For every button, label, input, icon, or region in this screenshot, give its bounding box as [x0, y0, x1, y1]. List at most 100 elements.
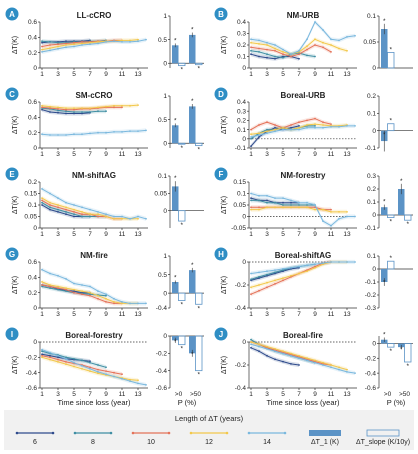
x-tick-label: 7	[297, 151, 301, 158]
x-tick-label: 5	[72, 311, 76, 318]
bar-dt1	[172, 186, 179, 211]
series-line-14	[41, 269, 146, 304]
data-point	[105, 110, 107, 113]
data-point	[274, 358, 276, 361]
data-point	[41, 104, 43, 107]
bar-slope	[404, 343, 412, 363]
data-point	[81, 44, 83, 46]
significance-mark: *	[191, 351, 194, 358]
x-tick-label: 11	[119, 71, 126, 78]
panel-i: I Boreal-forestry-0.6-0.4-0.201 3 5 7 9 11 13ΔT…	[5, 327, 204, 407]
significance-mark: *	[180, 222, 183, 229]
y-axis-label: ΔT(K)	[12, 116, 19, 134]
data-point	[282, 277, 284, 279]
y-tick-label: 0	[33, 339, 37, 346]
data-point	[250, 137, 252, 140]
bar-category-label: >0	[384, 391, 392, 398]
data-point	[49, 105, 51, 108]
data-point	[290, 354, 292, 357]
data-point	[57, 111, 59, 114]
x-tick-label: 3	[265, 391, 269, 398]
significance-mark: *	[197, 372, 200, 379]
data-point	[338, 125, 340, 128]
x-tick-label: 11	[328, 311, 335, 318]
data-point	[330, 123, 332, 125]
data-point	[41, 199, 43, 202]
data-point	[322, 41, 324, 44]
data-point	[282, 352, 284, 355]
data-point	[49, 351, 51, 354]
data-point	[113, 301, 115, 303]
data-point	[65, 213, 67, 216]
data-point	[129, 217, 131, 220]
data-point	[306, 124, 308, 126]
y-tick-label: 0	[242, 339, 246, 346]
data-point	[105, 213, 107, 216]
data-point	[290, 363, 292, 365]
data-point	[354, 261, 356, 263]
significance-mark: *	[191, 27, 194, 34]
data-point	[65, 110, 67, 113]
data-point	[322, 364, 324, 366]
legend: Length of ΔT (years) 6 8 10 12 14 ΔT_1 (K) ΔT_s…	[4, 410, 414, 450]
bar-y-tick-label: 0	[163, 208, 167, 215]
series-band-6	[251, 345, 299, 368]
panel-title: Boreal-shiftAG	[275, 251, 331, 260]
data-point	[314, 208, 316, 211]
data-point	[250, 192, 252, 195]
data-point	[314, 263, 316, 266]
bar-y-tick-label: 0.2	[367, 186, 376, 193]
data-point	[306, 119, 308, 122]
data-point	[41, 188, 43, 190]
data-point	[298, 201, 300, 204]
data-point	[306, 54, 308, 57]
significance-mark: *	[180, 346, 183, 353]
data-point	[89, 367, 91, 370]
x-tick-label: 9	[104, 71, 108, 78]
data-point	[250, 145, 252, 148]
data-point	[282, 128, 284, 131]
data-point	[330, 208, 332, 211]
x-tick-label: 5	[72, 71, 76, 78]
data-point	[250, 278, 252, 281]
data-point	[306, 357, 308, 359]
x-tick-label: 1	[249, 71, 253, 78]
data-point	[41, 268, 43, 271]
data-point	[73, 361, 75, 364]
data-point	[57, 106, 59, 109]
panel-d: D Boreal-URB-0.100.10.20.30.41 3 5 7 9 11 13ΔT(…	[214, 87, 413, 158]
data-point	[89, 293, 91, 296]
y-axis-label: ΔT(K)	[221, 276, 228, 294]
bar-slope	[404, 214, 412, 221]
data-point	[65, 211, 67, 213]
y-tick-label: -0.4	[235, 305, 247, 312]
data-point	[298, 354, 300, 357]
data-point	[258, 39, 260, 42]
panel-badge	[5, 167, 19, 181]
data-point	[250, 136, 252, 138]
data-point	[322, 262, 324, 264]
bar-y-tick-label: 0	[372, 212, 376, 219]
y-axis-label: ΔT(K)	[221, 36, 228, 54]
legend-label-14: 14	[263, 439, 271, 446]
bar-y-tick-label: 0.5	[158, 37, 167, 44]
series-band-6	[251, 52, 299, 61]
data-point	[330, 366, 332, 369]
significance-mark: *	[389, 219, 392, 226]
data-point	[73, 291, 75, 294]
data-point	[41, 48, 43, 51]
panel-letter: D	[218, 90, 224, 99]
bar-dt1	[381, 207, 388, 215]
data-point	[258, 134, 260, 137]
data-point	[274, 350, 276, 353]
data-point	[298, 128, 300, 131]
x-tick-label: 13	[343, 231, 351, 238]
data-point	[97, 364, 99, 366]
data-point	[65, 278, 67, 280]
y-tick-label: 0.05	[24, 214, 37, 221]
data-point	[282, 126, 284, 129]
bar-y-tick-label: 0.1	[367, 111, 376, 118]
data-point	[298, 125, 300, 127]
data-point	[65, 363, 67, 366]
